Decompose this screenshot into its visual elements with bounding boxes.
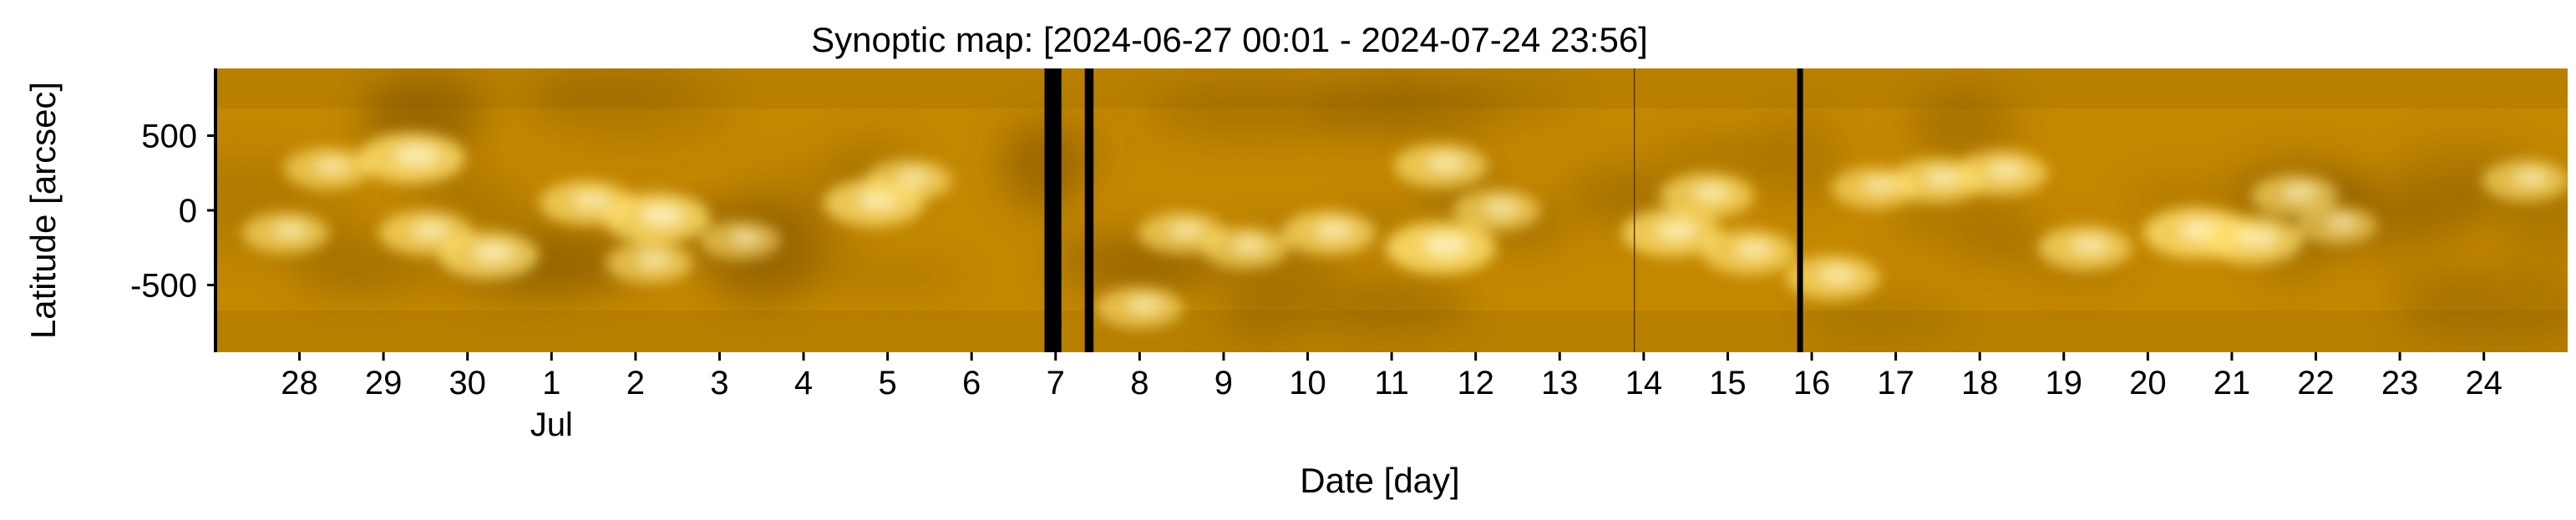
bright-active-region-core (1818, 265, 1857, 285)
x-tick-label: 16 (1793, 365, 1831, 401)
dark-texture-region (801, 260, 968, 291)
bright-active-region-core (394, 144, 439, 167)
x-tick-label: 7 (1047, 365, 1065, 401)
dark-texture-region (2500, 212, 2568, 283)
bright-active-region-core (2237, 227, 2279, 249)
bright-active-region-core (1692, 183, 1731, 203)
y-axis-ticks: 500 0 -500 (130, 119, 216, 304)
x-tick-label: 10 (1289, 365, 1326, 401)
bright-active-region-core (1232, 235, 1267, 255)
x-tick-label: 9 (1214, 365, 1233, 401)
heatmap-image (216, 68, 2568, 352)
x-tick-label: 20 (2129, 365, 2167, 401)
x-tick-label: 21 (2213, 365, 2251, 401)
x-tick-label: 13 (1541, 365, 1579, 401)
x-tick-label: 17 (1877, 365, 1914, 401)
dark-texture-region (1749, 114, 1843, 205)
bright-active-region-core (2071, 235, 2109, 255)
y-tick-label: -500 (130, 267, 197, 304)
x-tick-label: 5 (878, 365, 896, 401)
dark-texture-region (1304, 277, 1473, 334)
x-tick-label: 23 (2381, 365, 2419, 401)
y-tick-label: 500 (141, 119, 197, 155)
x-tick-label: 28 (281, 365, 318, 401)
bright-active-region-core (636, 250, 672, 270)
dark-texture-region (1803, 294, 1963, 342)
x-tick-month-label: Jul (530, 406, 573, 443)
x-tick-label: 29 (365, 365, 403, 401)
data-gap-bar (1044, 68, 1062, 352)
chart-title: Synoptic map: [2024-06-27 00:01 - 2024-0… (811, 20, 1648, 59)
y-axis-label: Latitude [arcsec] (23, 82, 63, 339)
bright-active-region-core (1127, 295, 1163, 315)
bright-active-region-core (895, 169, 931, 188)
x-tick-label: 6 (962, 365, 981, 401)
dark-texture-region (290, 235, 426, 298)
bright-active-region-core (1315, 220, 1353, 240)
x-tick-label: 11 (1374, 365, 1409, 401)
bright-active-region-core (639, 204, 684, 227)
x-tick-label: 19 (2046, 365, 2083, 401)
data-gap-bar (1084, 68, 1094, 352)
bright-active-region-core (2325, 214, 2358, 231)
bright-active-region-core (315, 157, 350, 175)
bright-active-region-core (411, 220, 449, 240)
bright-active-region-core (1484, 199, 1519, 217)
bright-active-region-core (1427, 153, 1465, 173)
x-axis-label: Date [day] (1300, 461, 1459, 500)
dark-texture-region (2376, 265, 2505, 297)
dark-texture-region (1144, 79, 1358, 143)
data-gap-bar (1797, 68, 1803, 352)
bright-active-region-core (572, 190, 611, 210)
bright-active-region-core (272, 221, 308, 240)
bright-active-region-core (1169, 221, 1204, 240)
dark-texture-region (522, 78, 683, 109)
x-tick-label: 18 (1961, 365, 1999, 401)
y-tick-label: 0 (179, 193, 197, 230)
x-tick-label: 24 (2465, 365, 2502, 401)
x-tick-label: 3 (710, 365, 728, 401)
bright-active-region-core (1422, 234, 1468, 257)
x-tick-label: 14 (1625, 365, 1663, 401)
dark-texture-region (1362, 83, 1488, 121)
dark-texture-region (1658, 140, 1780, 172)
bright-active-region-core (1862, 176, 1898, 194)
bright-active-region-core (473, 242, 515, 264)
bright-active-region-core (2282, 184, 2318, 202)
dark-texture-region (1462, 74, 1578, 124)
x-tick-label: 30 (449, 365, 486, 401)
x-tick-label: 15 (1709, 365, 1747, 401)
x-tick-label: 4 (794, 365, 813, 401)
dark-texture-region (1909, 86, 2017, 163)
x-tick-label: 2 (626, 365, 645, 401)
bright-active-region-core (729, 229, 762, 246)
bright-active-region-core (1656, 220, 1697, 241)
x-tick-label: 8 (1130, 365, 1149, 401)
x-tick-label: 22 (2297, 365, 2335, 401)
dark-texture-region (2121, 177, 2254, 220)
bright-active-region-core (1924, 168, 1962, 188)
bright-active-region-core (1986, 160, 2025, 180)
x-tick-label: 12 (1457, 365, 1494, 401)
bright-active-region-core (2513, 169, 2548, 188)
x-tick-label: 1 (542, 365, 560, 401)
bright-active-region-core (1734, 240, 1773, 260)
